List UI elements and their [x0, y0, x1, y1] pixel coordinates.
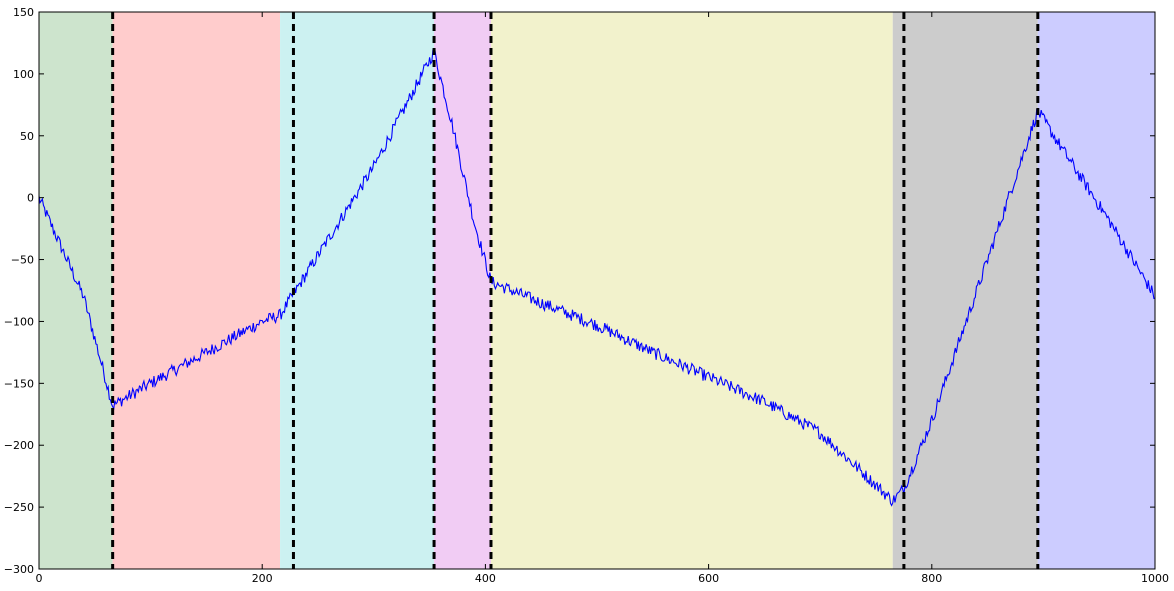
x-tick-label: 800: [921, 572, 942, 585]
y-tick-label: −300: [4, 563, 34, 576]
series-line-layer: [38, 49, 1156, 507]
plot-frame: [38, 11, 1156, 570]
shaded-region-6: [892, 12, 1038, 569]
changepoint-lines: [111, 12, 1040, 569]
y-tick-label: 0: [27, 192, 34, 205]
shaded-region-5: [490, 12, 893, 569]
y-tick-label: −200: [4, 439, 34, 452]
x-axis-ticks: 0 200 400 600 800 1000: [36, 12, 1169, 585]
x-tick-label: 600: [698, 572, 719, 585]
y-tick-label: 50: [20, 130, 34, 143]
x-tick-label: 1000: [1141, 572, 1169, 585]
y-tick-label: −250: [4, 501, 34, 514]
shaded-regions: [39, 12, 1155, 569]
shaded-region-2: [112, 12, 281, 569]
shaded-region-3: [280, 12, 435, 569]
y-tick-label: 100: [13, 68, 34, 81]
shaded-region-1: [39, 12, 113, 569]
series-line-1: [38, 49, 1156, 507]
x-tick-label: 200: [252, 572, 273, 585]
y-axis-ticks: 150 100 50 0 −50 −100 −150 −200 −250 −300: [4, 6, 1155, 576]
x-tick-label: 400: [475, 572, 496, 585]
y-tick-label: 150: [13, 6, 34, 19]
x-tick-label: 0: [36, 572, 43, 585]
shaded-region-4: [434, 12, 491, 569]
shaded-region-7: [1037, 12, 1155, 569]
y-tick-label: −100: [4, 315, 34, 328]
y-tick-label: −50: [11, 254, 34, 267]
y-tick-label: −150: [4, 377, 34, 390]
